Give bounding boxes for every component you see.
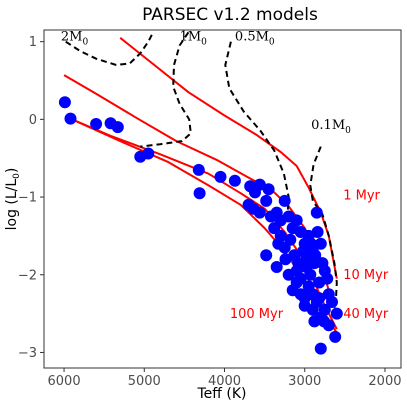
track-label: 2M0 [61, 29, 89, 47]
data-point [64, 112, 77, 125]
y-axis-label-close: ) [4, 168, 20, 173]
track-label-text: 2M [61, 29, 83, 44]
data-point [228, 174, 241, 187]
data-point [305, 237, 318, 250]
track-label-sub: 0 [269, 37, 275, 47]
data-point [142, 147, 155, 160]
track-label-sub: 0 [82, 37, 88, 47]
data-point [330, 307, 343, 320]
x-tick-label: 6000 [48, 374, 81, 389]
data-point [314, 237, 327, 250]
track-label-sub: 0 [345, 126, 351, 136]
data-point [253, 178, 266, 191]
data-point [272, 237, 285, 250]
data-point [214, 170, 227, 183]
y-axis-label-main: log (L/L [4, 179, 20, 231]
y-axis: 1 0 −1 −2 −3 [18, 35, 44, 361]
data-point [313, 292, 326, 305]
data-points [58, 96, 343, 355]
data-point [278, 194, 291, 207]
x-tick-label: 3000 [288, 374, 321, 389]
track-label-text: 0.5M [235, 29, 269, 44]
data-point [318, 315, 330, 328]
x-tick-label: 5000 [128, 374, 161, 389]
data-point [329, 330, 342, 343]
isochrone-label: 10 Myr [343, 268, 389, 283]
track-label-text: 1M [180, 29, 202, 44]
data-point [279, 253, 292, 266]
track-line [65, 33, 154, 67]
y-axis-label-sub: 0 [12, 173, 22, 179]
data-point [321, 272, 334, 285]
isochrone-label: 100 Myr [230, 307, 284, 322]
data-point [253, 206, 266, 219]
data-point [270, 261, 283, 273]
x-tick-label: 4000 [208, 374, 241, 389]
y-tick-label: −3 [18, 346, 37, 361]
y-tick-label: 1 [29, 35, 37, 50]
y-tick-label: −1 [18, 191, 37, 206]
data-point [192, 163, 205, 176]
track-label-sub: 0 [201, 37, 207, 47]
data-point [318, 303, 331, 316]
data-point [286, 284, 299, 297]
y-tick-label: 0 [29, 113, 37, 128]
data-point [260, 194, 273, 207]
data-point [262, 183, 275, 196]
isochrone-label: 1 Myr [343, 189, 380, 204]
data-point [90, 118, 103, 130]
x-axis-label: Teff (K) [197, 386, 247, 402]
data-point [316, 257, 329, 270]
data-point [304, 268, 317, 281]
track-label-text: 0.1M [311, 118, 345, 133]
track-line [140, 31, 192, 148]
data-point [111, 121, 124, 134]
x-axis: 6000 5000 4000 3000 2000 [48, 368, 402, 389]
data-point [260, 249, 273, 262]
data-point [311, 226, 324, 238]
y-axis-label: log (L/L0) [4, 168, 22, 231]
data-point [294, 272, 307, 285]
track-label: 1M0 [180, 29, 208, 47]
x-tick-label: 2000 [368, 374, 401, 389]
data-point [193, 187, 206, 200]
data-point [58, 96, 71, 109]
data-point [290, 214, 303, 227]
data-point [314, 342, 327, 355]
data-point [310, 206, 323, 219]
isochrone-line [119, 37, 338, 279]
track-label: 0.5M0 [235, 29, 275, 47]
data-point [326, 296, 338, 308]
chart-title: PARSEC v1.2 models [142, 5, 318, 25]
data-point [308, 315, 321, 328]
y-tick-label: −2 [18, 268, 37, 283]
isochrone-label: 40 Myr [343, 307, 389, 322]
data-point [268, 222, 281, 235]
data-point [284, 233, 297, 246]
data-point [309, 249, 322, 262]
track-label: 0.1M0 [311, 118, 351, 136]
track-line [224, 41, 290, 228]
